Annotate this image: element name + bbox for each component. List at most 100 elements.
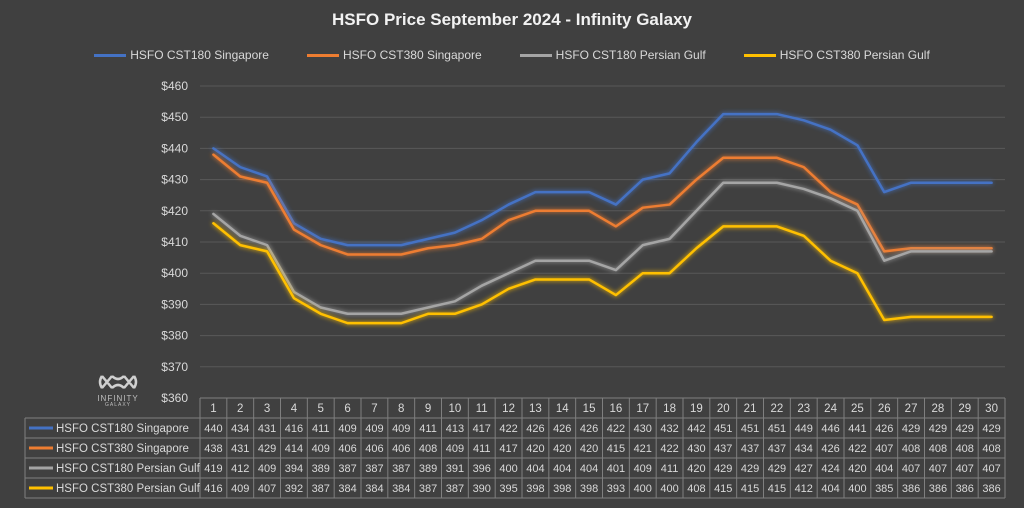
logo: INFINITY GALAXY	[96, 372, 140, 408]
table-cell: 409	[312, 443, 330, 455]
table-cell: 398	[553, 483, 571, 495]
x-tick-label: 21	[744, 403, 757, 415]
y-tick-label: $380	[161, 329, 188, 343]
series-line	[212, 222, 993, 325]
x-tick-label: 1	[210, 403, 216, 415]
x-tick-label: 30	[985, 403, 998, 415]
x-tick-label: 18	[663, 403, 676, 415]
table-cell: 387	[338, 463, 356, 475]
table-cell: 384	[365, 483, 383, 495]
table-cell: 404	[580, 463, 598, 475]
table-cell: 408	[687, 483, 705, 495]
table-cell: 431	[231, 443, 249, 455]
series-line	[212, 112, 993, 247]
table-cell: 414	[285, 443, 303, 455]
table-cell: 434	[795, 443, 813, 455]
table-cell: 424	[821, 463, 839, 475]
x-tick-label: 17	[636, 403, 649, 415]
table-cell: 429	[258, 443, 276, 455]
table-cell: 386	[929, 483, 947, 495]
table-cell: 398	[580, 483, 598, 495]
legend-swatch	[519, 53, 552, 57]
table-cell: 417	[473, 423, 491, 435]
y-tick-label: $420	[161, 204, 188, 218]
table-cell: 421	[634, 443, 652, 455]
table-cell: 394	[285, 463, 303, 475]
x-tick-label: 12	[502, 403, 515, 415]
table-cell: 409	[258, 463, 276, 475]
table-cell: 386	[902, 483, 920, 495]
table-cell: 429	[768, 463, 786, 475]
table-cell: 411	[473, 443, 491, 455]
table-cell: 409	[338, 423, 356, 435]
table-cell: 415	[607, 443, 625, 455]
table-cell: 429	[982, 423, 1000, 435]
table-row-label: HSFO CST380 Singapore	[56, 443, 189, 455]
table-cell: 415	[768, 483, 786, 495]
table-cell: 417	[499, 443, 517, 455]
x-tick-label: 15	[583, 403, 596, 415]
x-tick-label: 16	[610, 403, 623, 415]
table-cell: 408	[956, 443, 974, 455]
table-cell: 386	[982, 483, 1000, 495]
table-cell: 408	[929, 443, 947, 455]
legend-swatch	[743, 53, 776, 57]
x-tick-label: 22	[771, 403, 784, 415]
x-tick-label: 7	[371, 403, 377, 415]
table-cell: 420	[580, 443, 598, 455]
table-cell: 442	[687, 423, 705, 435]
table-cell: 422	[660, 443, 678, 455]
table-cell: 411	[419, 423, 437, 435]
table-cell: 432	[660, 423, 678, 435]
y-tick-label: $400	[161, 266, 188, 280]
legend-label: HSFO CST180 Singapore	[130, 48, 269, 62]
table-cell: 409	[365, 423, 383, 435]
x-tick-label: 26	[878, 403, 891, 415]
table-cell: 426	[821, 443, 839, 455]
table-cell: 409	[446, 443, 464, 455]
table-cell: 407	[902, 463, 920, 475]
y-tick-label: $450	[161, 110, 188, 124]
table-cell: 449	[795, 423, 813, 435]
table-cell: 437	[768, 443, 786, 455]
x-tick-label: 11	[476, 403, 488, 415]
table-cell: 440	[204, 423, 222, 435]
x-tick-label: 14	[556, 403, 569, 415]
table-cell: 387	[365, 463, 383, 475]
legend-label: HSFO CST380 Persian Gulf	[779, 48, 930, 62]
table-cell: 413	[446, 423, 464, 435]
table-cell: 419	[204, 463, 222, 475]
table-cell: 401	[607, 463, 625, 475]
table-cell: 409	[392, 423, 410, 435]
x-tick-label: 5	[318, 403, 324, 415]
table-cell: 400	[660, 483, 678, 495]
x-tick-label: 23	[797, 403, 810, 415]
table-cell: 412	[795, 483, 813, 495]
table-cell: 407	[875, 443, 893, 455]
table-cell: 393	[607, 483, 625, 495]
x-tick-label: 2	[237, 403, 243, 415]
legend-item: HSFO CST180 Singapore	[94, 48, 269, 62]
table-cell: 422	[499, 423, 517, 435]
table-cell: 404	[553, 463, 571, 475]
logo-subtext: GALAXY	[104, 402, 131, 408]
y-tick-label: $370	[161, 360, 188, 374]
table-cell: 429	[741, 463, 759, 475]
table-cell: 451	[768, 423, 786, 435]
y-tick-label: $440	[161, 141, 188, 155]
y-tick-label: $360	[161, 391, 188, 405]
table-cell: 422	[607, 423, 625, 435]
table-cell: 407	[258, 483, 276, 495]
table-cell: 437	[741, 443, 759, 455]
table-cell: 408	[419, 443, 437, 455]
table-cell: 411	[312, 423, 330, 435]
table-cell: 387	[392, 463, 410, 475]
table-cell: 385	[875, 483, 893, 495]
table-cell: 438	[204, 443, 222, 455]
table-cell: 395	[499, 483, 517, 495]
x-tick-label: 13	[529, 403, 542, 415]
table-cell: 398	[526, 483, 544, 495]
logo-text: INFINITY	[97, 394, 139, 403]
table-cell: 391	[446, 463, 464, 475]
legend-item: HSFO CST180 Persian Gulf	[519, 48, 706, 62]
